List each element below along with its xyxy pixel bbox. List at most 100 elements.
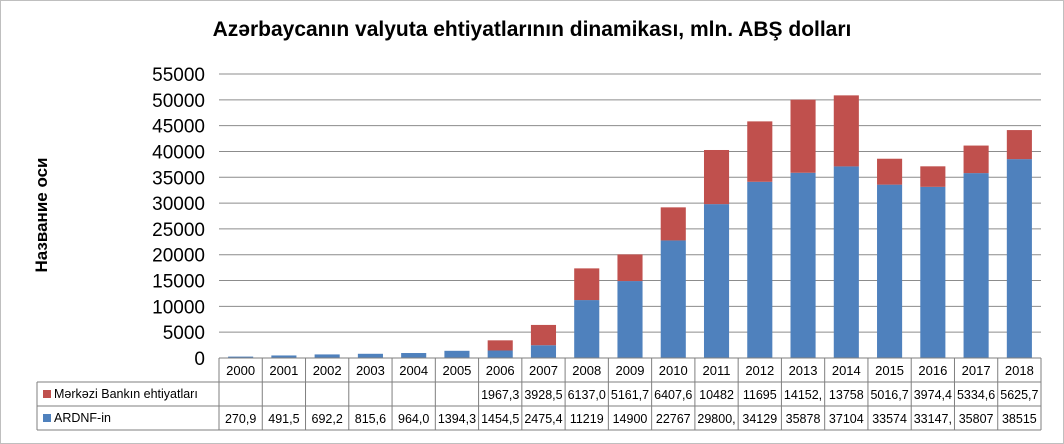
data-label: 1454,5	[481, 412, 519, 426]
data-label: 815,6	[355, 412, 386, 426]
bar	[963, 145, 989, 174]
x-tick-label: 2008	[572, 363, 601, 378]
data-label: 2475,4	[524, 412, 562, 426]
y-tick-label: 35000	[152, 168, 205, 189]
data-label: 270,9	[225, 412, 256, 426]
data-label: 35807	[959, 412, 994, 426]
x-tick-label: 2013	[789, 363, 818, 378]
bar	[877, 158, 903, 185]
data-label: 33574	[872, 412, 907, 426]
bar	[703, 149, 730, 205]
bar	[228, 356, 254, 358]
data-label: 5334,6	[957, 388, 995, 402]
data-label: 964,0	[398, 412, 429, 426]
y-tick-label: 15000	[152, 272, 205, 293]
legend-swatch	[43, 414, 51, 422]
x-tick-label: 2010	[659, 363, 688, 378]
bar	[920, 186, 946, 358]
data-label: 6137,0	[568, 388, 606, 402]
y-tick-label: 55000	[152, 65, 205, 86]
x-tick-label: 2005	[442, 363, 471, 378]
x-tick-label: 2016	[918, 363, 947, 378]
data-label: 35878	[786, 412, 821, 426]
data-label: 491,5	[268, 412, 299, 426]
bar	[487, 340, 513, 351]
data-label: 14900	[613, 412, 648, 426]
bar	[877, 184, 903, 358]
y-tick-label: 45000	[152, 117, 205, 138]
x-tick-label: 2012	[745, 363, 774, 378]
bar	[747, 181, 773, 358]
data-label: 29800,	[697, 412, 735, 426]
data-label: 14152,	[784, 388, 822, 402]
x-tick-label: 2009	[616, 363, 645, 378]
bar	[574, 300, 600, 358]
x-tick-label: 2014	[832, 363, 861, 378]
y-tick-label: 25000	[152, 220, 205, 241]
data-label: 5016,7	[870, 388, 908, 402]
bar	[660, 207, 686, 241]
data-label: 34129	[742, 412, 777, 426]
data-label: 6407,6	[654, 388, 692, 402]
data-label: 38515	[1002, 412, 1037, 426]
bar	[747, 121, 773, 182]
bar	[790, 172, 816, 358]
bar	[314, 354, 340, 358]
data-label: 10482	[699, 388, 734, 402]
y-tick-label: 5000	[163, 323, 205, 344]
chart-title: Azərbaycanın valyuta ehtiyatlarının dina…	[212, 18, 852, 41]
data-label: 3928,5	[524, 388, 562, 402]
bar	[660, 240, 686, 358]
data-label: 33147,	[914, 412, 952, 426]
y-tick-label: 10000	[152, 297, 205, 318]
x-tick-label: 2017	[962, 363, 991, 378]
x-tick-label: 2015	[875, 363, 904, 378]
y-tick-label: 30000	[152, 194, 205, 215]
data-label: 37104	[829, 412, 864, 426]
legend-label: Mərkəzi Bankın ehtiyatları	[54, 387, 198, 401]
legend-swatch	[43, 390, 51, 398]
bar	[487, 350, 513, 358]
data-label: 11695	[743, 388, 777, 402]
data-label: 3974,4	[914, 388, 952, 402]
bar	[444, 350, 470, 358]
x-tick-label: 2004	[399, 363, 428, 378]
y-tick-label: 0	[194, 349, 205, 370]
bar	[920, 166, 946, 187]
bar	[617, 281, 643, 358]
data-label: 22767	[656, 412, 691, 426]
data-label: 5161,7	[611, 388, 649, 402]
bar	[833, 166, 859, 358]
bar	[574, 268, 600, 301]
bar	[357, 353, 383, 358]
y-tick-label: 40000	[152, 142, 205, 163]
x-tick-label: 2007	[529, 363, 558, 378]
x-tick-label: 2002	[313, 363, 342, 378]
data-label: 1967,3	[481, 388, 519, 402]
bar	[271, 355, 297, 358]
bar	[1006, 159, 1032, 358]
x-tick-label: 2011	[703, 363, 731, 378]
data-label: 692,2	[312, 412, 343, 426]
data-label: 11219	[570, 412, 604, 426]
y-tick-label: 20000	[152, 246, 205, 267]
x-tick-label: 2003	[356, 363, 385, 378]
data-label: 5625,7	[1000, 388, 1038, 402]
x-tick-label: 2000	[226, 363, 255, 378]
data-label: 1394,3	[438, 412, 476, 426]
x-tick-label: 2006	[486, 363, 515, 378]
bar	[790, 99, 816, 173]
bar	[530, 345, 557, 358]
bar	[963, 173, 989, 358]
bar	[530, 324, 557, 346]
y-tick-label: 50000	[152, 91, 205, 112]
bar	[401, 353, 427, 358]
bar	[833, 95, 859, 167]
data-label: 13758	[829, 388, 864, 402]
legend-label: ARDNF-in	[54, 411, 111, 425]
bar	[617, 254, 643, 282]
x-tick-label: 2018	[1005, 363, 1034, 378]
bar	[703, 204, 730, 358]
x-tick-label: 2001	[269, 363, 298, 378]
